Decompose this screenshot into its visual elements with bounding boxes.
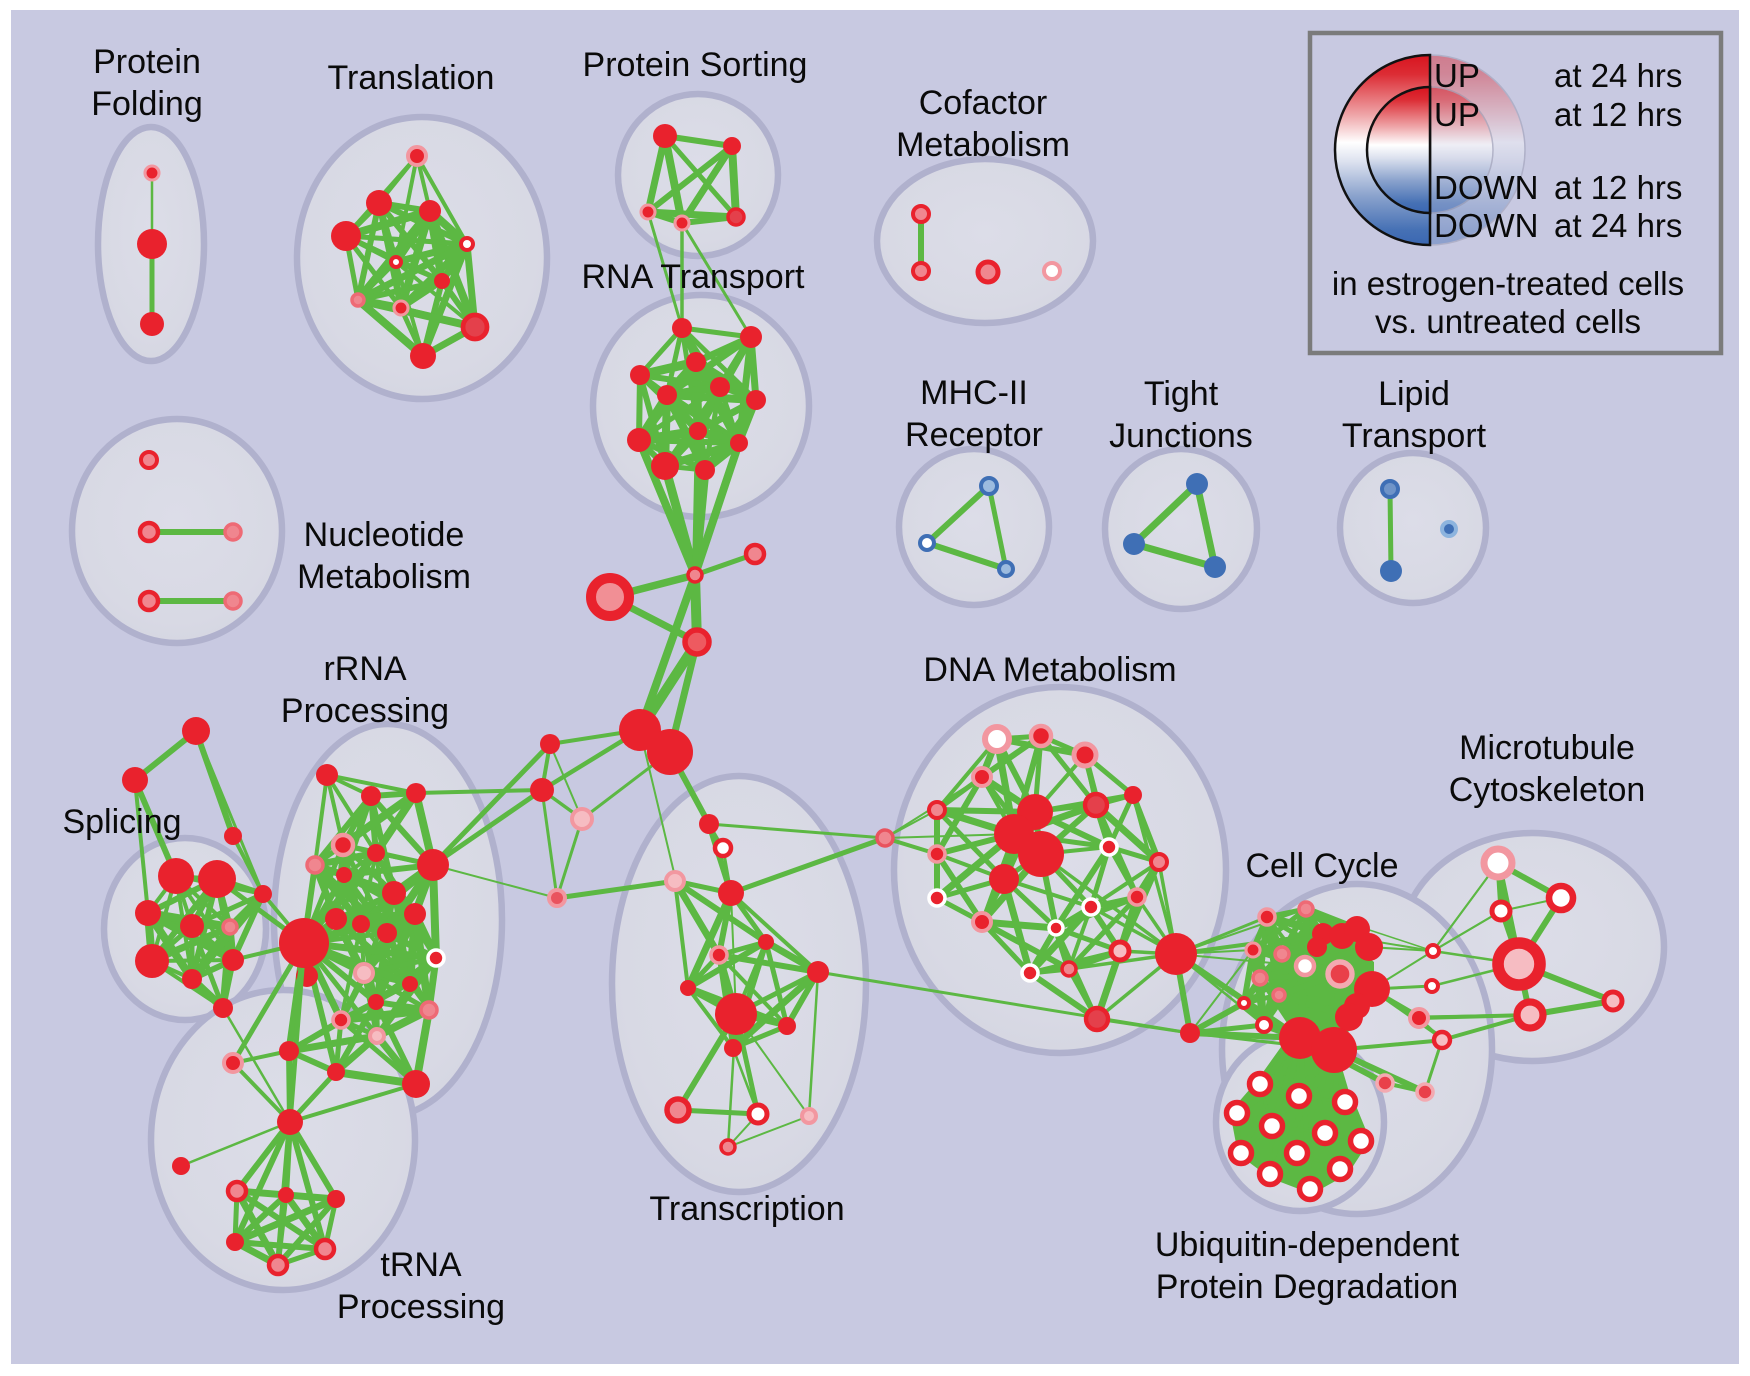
svg-text:UP: UP [1434,96,1480,133]
svg-text:at 12 hrs: at 12 hrs [1554,96,1682,133]
svg-text:Splicing: Splicing [62,803,181,841]
svg-text:Nucleotide: Nucleotide [304,516,465,554]
svg-text:tRNA: tRNA [380,1246,462,1284]
svg-text:DOWN: DOWN [1434,169,1538,206]
svg-text:Microtubule: Microtubule [1459,729,1635,767]
svg-text:RNA Transport: RNA Transport [582,258,806,296]
svg-text:Transcription: Transcription [649,1190,844,1228]
svg-text:Lipid: Lipid [1378,375,1450,413]
svg-text:Processing: Processing [281,692,449,730]
svg-text:Protein: Protein [93,43,201,81]
svg-text:Metabolism: Metabolism [297,558,471,596]
svg-text:Translation: Translation [328,59,495,97]
svg-text:vs. untreated cells: vs. untreated cells [1375,303,1641,340]
svg-text:Cell Cycle: Cell Cycle [1245,847,1398,885]
svg-text:at 24 hrs: at 24 hrs [1554,57,1682,94]
svg-text:MHC-II: MHC-II [920,374,1028,412]
svg-text:Folding: Folding [91,85,203,123]
svg-text:at 24 hrs: at 24 hrs [1554,207,1682,244]
svg-text:Protein Degradation: Protein Degradation [1156,1268,1458,1306]
svg-text:UP: UP [1434,57,1480,94]
svg-text:in estrogen-treated cells: in estrogen-treated cells [1332,265,1684,302]
svg-text:Tight: Tight [1144,375,1219,413]
svg-text:DNA Metabolism: DNA Metabolism [923,651,1176,689]
svg-text:rRNA: rRNA [323,650,406,688]
svg-text:Protein Sorting: Protein Sorting [583,46,808,84]
svg-text:Receptor: Receptor [905,416,1043,454]
svg-text:Cytoskeleton: Cytoskeleton [1449,771,1646,809]
svg-text:at 12 hrs: at 12 hrs [1554,169,1682,206]
svg-text:DOWN: DOWN [1434,207,1538,244]
svg-text:Cofactor: Cofactor [919,84,1048,122]
svg-text:Processing: Processing [337,1288,505,1326]
svg-text:Junctions: Junctions [1109,417,1253,455]
svg-text:Metabolism: Metabolism [896,126,1070,164]
svg-text:Ubiquitin-dependent: Ubiquitin-dependent [1155,1226,1460,1264]
svg-text:Transport: Transport [1342,417,1487,455]
